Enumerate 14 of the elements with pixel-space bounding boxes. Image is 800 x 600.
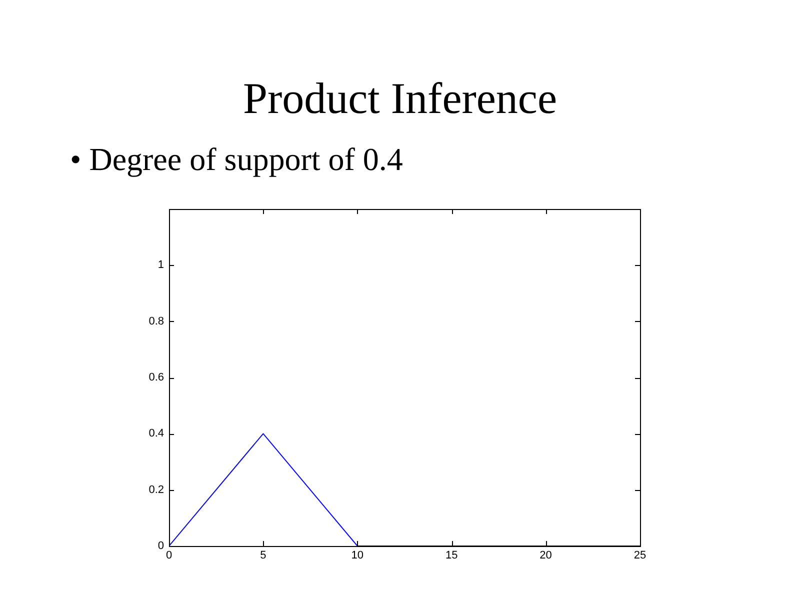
y-tick-label: 1 <box>158 259 164 272</box>
x-tick-label: 15 <box>445 550 458 562</box>
y-tick-label: 0.4 <box>148 428 164 440</box>
x-tick-label: 0 <box>166 550 172 562</box>
y-tick-label: 0 <box>158 540 164 552</box>
x-tick-label: 10 <box>351 550 364 562</box>
y-tick-label: 0.2 <box>148 484 164 496</box>
y-tick-label: 0.8 <box>148 315 164 328</box>
chart-title: Product Inference <box>242 74 558 124</box>
x-tick-label: 5 <box>260 550 266 562</box>
chart-subtitle: • Degree of support of 0.4 <box>70 140 403 178</box>
x-tick-label: 25 <box>634 550 646 562</box>
y-tick-label: 0.6 <box>148 372 164 384</box>
x-tick-label: 20 <box>540 550 552 562</box>
